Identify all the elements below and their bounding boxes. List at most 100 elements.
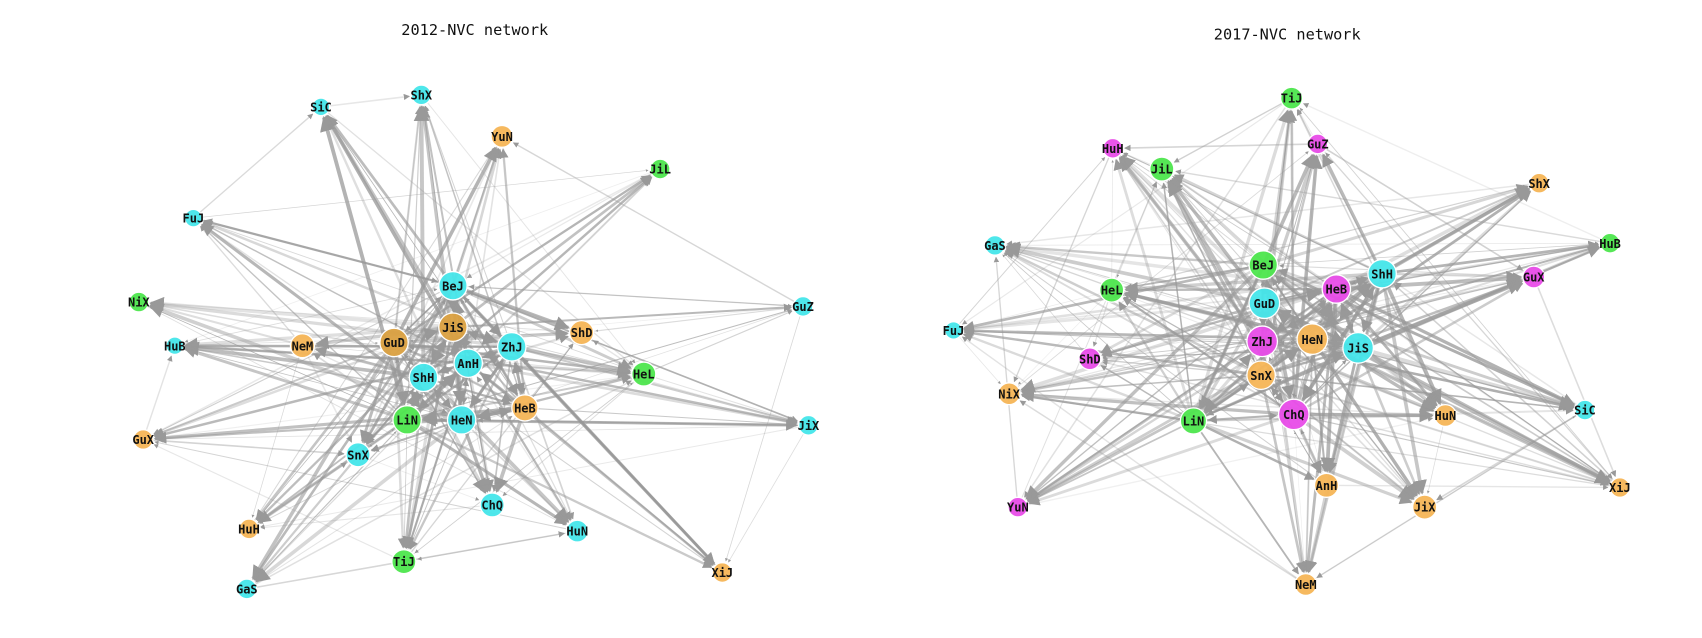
edge (1175, 169, 1601, 243)
edge (1124, 266, 1250, 291)
edge (253, 431, 397, 583)
edge (482, 362, 631, 379)
edge (1362, 361, 1421, 495)
edge (1004, 241, 1599, 246)
edge (537, 408, 797, 427)
node (1609, 477, 1631, 498)
edge (963, 328, 1248, 375)
node-label: XiJ (711, 566, 733, 580)
edge (481, 364, 798, 427)
edge (152, 374, 631, 439)
node (1522, 265, 1546, 289)
edge (365, 389, 414, 447)
edge (424, 105, 508, 334)
edge (1305, 421, 1415, 501)
edge (467, 303, 792, 328)
edge (359, 355, 392, 443)
node-label: GaS (236, 583, 258, 597)
edge (1204, 425, 1315, 481)
node-label: GuD (383, 336, 405, 350)
edge (394, 104, 421, 327)
edge (428, 388, 488, 494)
edge (1276, 379, 1611, 486)
edge (1296, 109, 1442, 407)
edge (1302, 354, 1313, 573)
node-label: HuB (164, 339, 186, 353)
node (944, 321, 963, 340)
edge (958, 336, 1001, 385)
node (453, 348, 484, 379)
node-label: HeL (1101, 284, 1123, 298)
edge (260, 426, 799, 529)
nodes: SiC ShX YuN JiL FuJ NiX GuZ HuB BeJ JiS NeM GuD ShD Z… (128, 84, 1631, 600)
edge (1173, 174, 1370, 269)
edge (1344, 298, 1438, 407)
edge (1004, 250, 1281, 408)
edge (149, 306, 395, 415)
edge (1199, 315, 1258, 409)
edge (534, 415, 714, 566)
edge (1027, 416, 1434, 506)
edge (1021, 375, 1247, 396)
node-label: ChQ (1283, 408, 1305, 422)
edge (1172, 176, 1326, 282)
edge (1274, 274, 1348, 339)
edge (464, 297, 503, 337)
node (1528, 172, 1550, 194)
node-label: HeN (1301, 333, 1323, 347)
edge (202, 169, 649, 218)
node (1007, 496, 1029, 518)
edge (477, 417, 799, 426)
edge (1013, 157, 1110, 383)
edge (256, 462, 347, 525)
edge (963, 303, 1250, 334)
node (236, 578, 258, 600)
edge (1019, 400, 1298, 580)
edge (1092, 301, 1109, 347)
node-label: NiX (128, 296, 150, 310)
edge (199, 113, 314, 213)
edge (467, 290, 571, 330)
edge (963, 325, 1298, 341)
edge (1200, 431, 1300, 575)
node (1367, 258, 1397, 289)
edge (1297, 109, 1314, 136)
edge (993, 256, 1018, 498)
node (311, 97, 331, 117)
node (792, 295, 814, 317)
edge (1161, 182, 1193, 409)
edge (201, 223, 413, 370)
edge (1370, 353, 1611, 484)
edge (154, 425, 799, 441)
edge (148, 303, 449, 417)
node-label: ShH (1371, 267, 1393, 281)
edge (1395, 282, 1578, 406)
edge (399, 146, 498, 331)
edge (402, 434, 408, 548)
edge (1368, 190, 1532, 339)
edge (1006, 248, 1298, 336)
edge (152, 439, 345, 457)
edge (1298, 427, 1322, 474)
node-label: ZhJ (1251, 335, 1273, 349)
node (997, 382, 1021, 406)
edge (480, 372, 516, 401)
edge (1326, 245, 1600, 336)
edge (1276, 244, 1600, 339)
node (1078, 347, 1102, 371)
edge (1028, 425, 1183, 503)
edge (1027, 380, 1250, 503)
edge (1338, 484, 1609, 491)
edge (511, 361, 524, 396)
edge (254, 415, 513, 584)
edge (363, 299, 446, 445)
edge (1277, 187, 1529, 298)
edge (1265, 320, 1305, 574)
node (511, 394, 539, 422)
node (1321, 274, 1352, 304)
edge (1118, 301, 1188, 411)
node (183, 208, 203, 228)
node-label: HuN (1435, 409, 1457, 423)
edge (255, 427, 452, 583)
edge (413, 382, 633, 555)
